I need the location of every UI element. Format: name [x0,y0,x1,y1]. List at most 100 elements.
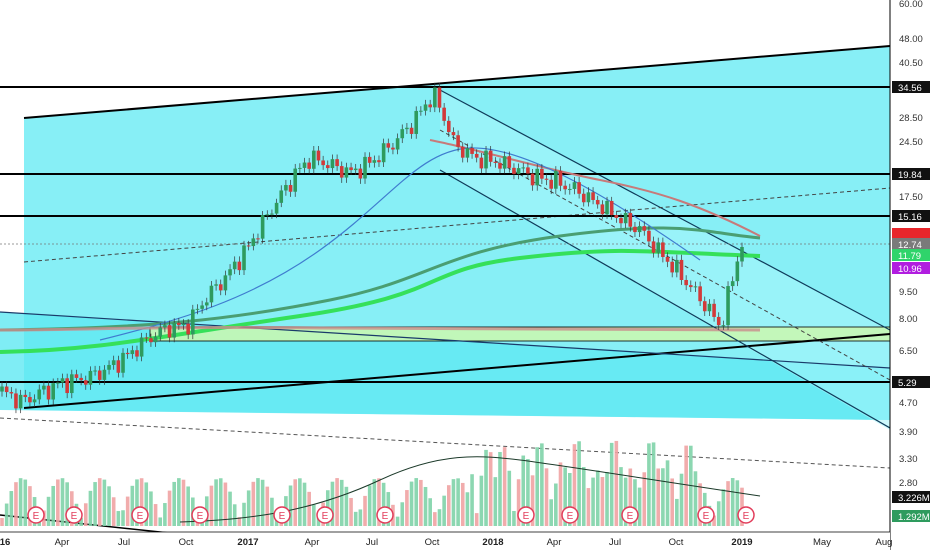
candle-body [591,192,595,200]
price-label: 5.29 [898,378,917,389]
volume-bar [609,442,614,526]
volume-bar [726,481,730,526]
candle-body [302,162,307,168]
candle-body [563,185,567,190]
earnings-marker[interactable]: E [273,506,291,524]
earnings-marker-label: E [71,511,78,522]
candle-body [32,399,37,403]
y-tick-label: 8.00 [899,314,918,325]
price-label-bg [892,249,930,261]
dashed-median [23,187,891,263]
x-tick-label: Apr [55,537,70,548]
earnings-marker[interactable]: E [191,506,209,524]
candle-body [428,104,432,108]
candle-body [437,87,442,108]
volume-bar [409,481,414,526]
candle-body [684,279,688,286]
volume-bar [572,444,577,526]
volume-bar [88,490,93,526]
earnings-marker[interactable]: E [621,506,639,524]
x-tick-label: 2017 [237,537,258,548]
earnings-marker[interactable]: E [316,506,334,524]
candle-body [88,370,93,385]
volume-bar [158,517,163,526]
price-label-bg [892,510,930,522]
volume-bar [623,477,628,526]
candle-body [516,168,521,174]
volume-bar [223,482,228,526]
volume-bar [349,497,353,526]
earnings-marker[interactable]: E [517,506,535,524]
x-tick-label: May [813,537,831,548]
candle-body [716,316,721,326]
price-label: 15.16 [898,212,922,223]
candle-body [665,256,670,262]
x-tick-label: Jul [609,537,621,548]
candle-body [740,246,744,262]
candle-body [595,199,600,205]
earnings-marker-label: E [322,511,329,522]
candle-body [507,156,512,168]
candles [0,82,744,414]
volume-bar [56,479,60,526]
volume-bar [246,490,251,526]
candle-body [386,143,391,148]
volume-bar [298,478,302,526]
candle-body [735,261,740,282]
volume-bar [619,467,623,526]
candle-body [358,168,363,179]
candle-body [567,188,572,190]
candle-body [316,150,321,161]
earnings-marker[interactable]: E [27,506,45,524]
volume-bar [367,485,372,526]
candle-body [312,150,316,169]
candle-body [18,394,23,409]
earnings-marker[interactable]: E [65,506,83,524]
candle-body [577,182,581,194]
earnings-marker-label: E [567,511,574,522]
candle-body [130,350,135,355]
earnings-marker[interactable]: E [131,506,149,524]
price-label: 1.292M [898,512,930,523]
volume-bar [665,460,670,526]
candle-body [251,238,256,247]
volume-bar [242,502,246,526]
volume-bar [9,491,14,526]
volume-bar [344,486,349,526]
candle-body [702,301,707,312]
candle-body [721,325,726,327]
earnings-marker-circle [376,506,394,524]
earnings-marker[interactable]: E [697,506,715,524]
candle-body [149,338,153,343]
candle-body [214,284,218,286]
volume-bar [28,486,32,526]
earnings-marker-circle [697,506,715,524]
volume-bar [628,468,633,526]
earnings-marker[interactable]: E [376,506,394,524]
earnings-marker[interactable]: E [561,506,579,524]
price-label-bg [892,238,930,250]
volume-bar [339,479,344,526]
candle-body [293,168,298,192]
volume-bar [730,478,735,526]
candle-body [56,382,60,384]
candle-body [605,200,609,215]
candle-body [135,350,139,357]
volume-bar [209,485,214,526]
ma-long-red [0,325,761,332]
x-tick-label: 2019 [731,537,752,548]
volume-bar [433,512,437,526]
volume-bar [400,502,405,526]
volume-bar [577,441,581,526]
candle-body [325,165,330,169]
earnings-marker[interactable]: E [737,506,755,524]
volume-bar [712,515,716,526]
volume-bar [102,479,107,526]
volume-bar [502,447,507,526]
earnings-marker-circle [561,506,579,524]
volume-bar [637,487,642,526]
volume-bar [167,490,172,526]
candle-body [209,285,214,303]
